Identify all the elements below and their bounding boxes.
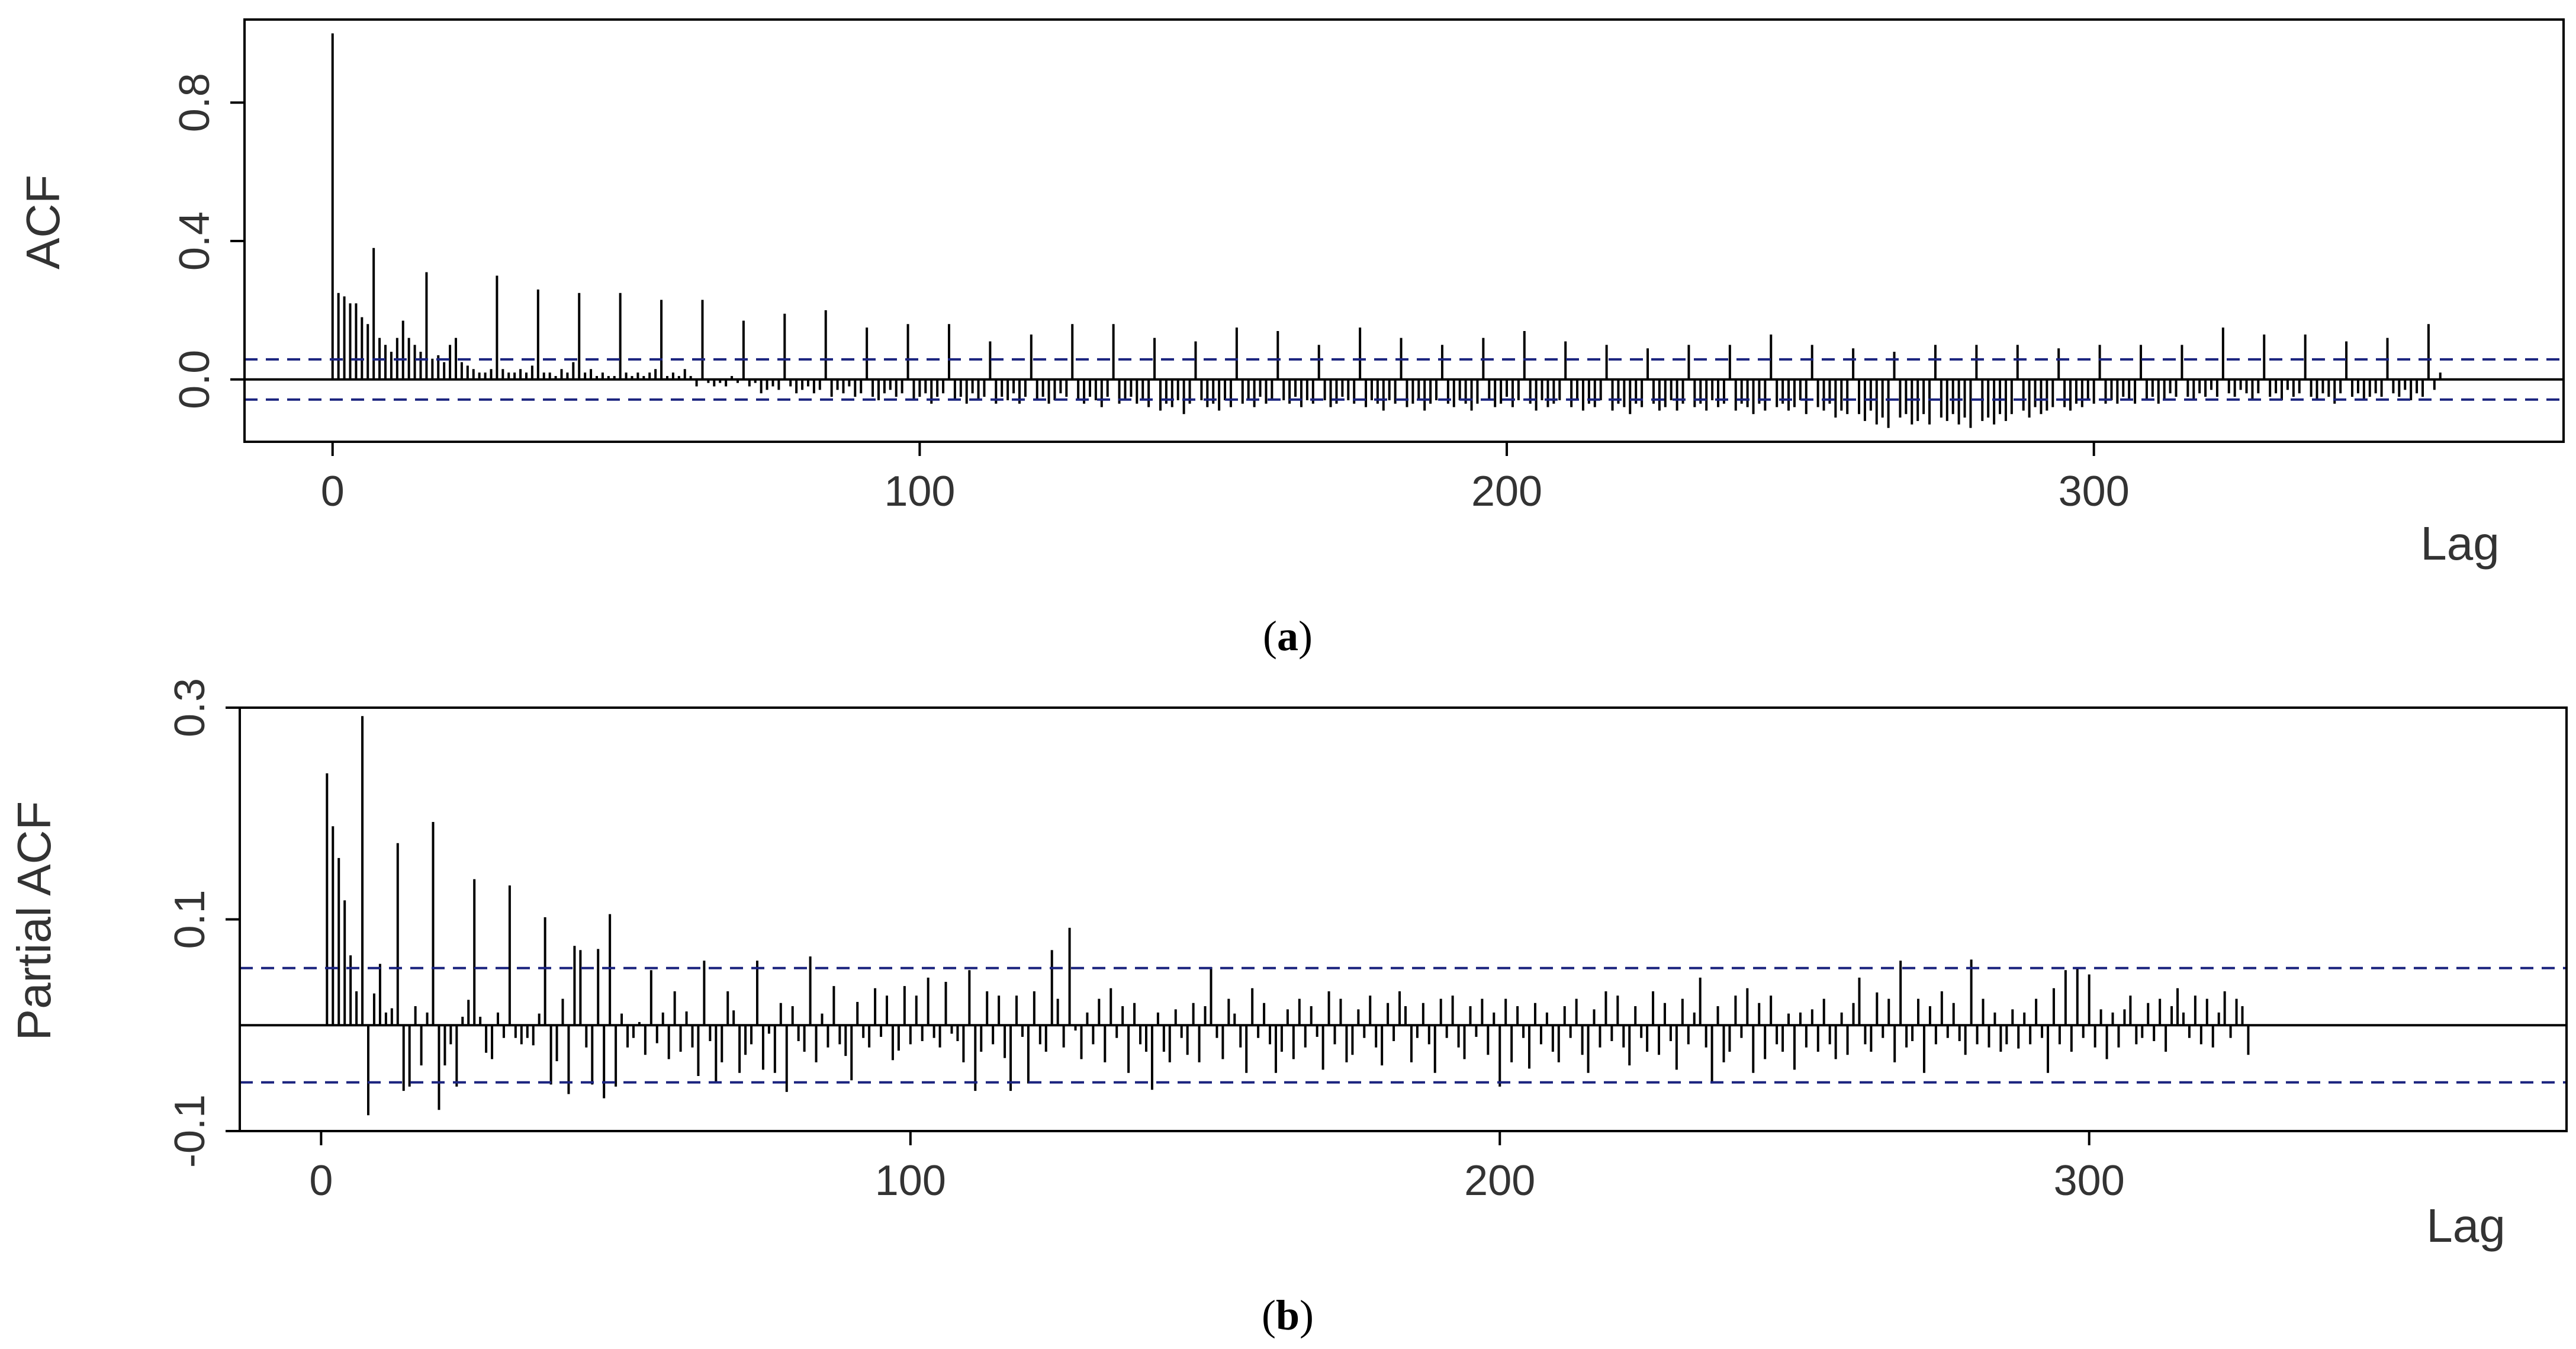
- pacf-caption: (b): [1262, 1292, 1314, 1339]
- pacf-x-tick-label: 300: [2054, 1157, 2125, 1205]
- acf-x-axis-label: Lag: [2420, 517, 2499, 570]
- pacf-x-tick-label: 0: [309, 1157, 333, 1205]
- acf-y-axis: 0.0 0.4 0.8: [171, 73, 245, 409]
- acf-y-tick-label: 0.0: [171, 350, 218, 409]
- acf-x-tick-label: 0: [321, 468, 345, 515]
- pacf-x-tick-label: 100: [875, 1157, 946, 1205]
- pacf-plot-frame: [239, 706, 2568, 1132]
- acf-x-tick-label: 200: [1471, 468, 1542, 515]
- pacf-x-axis: 0 100 200 300: [309, 1131, 2125, 1205]
- acf-x-tick-label: 100: [884, 468, 955, 515]
- pacf-bars: [326, 716, 2250, 1116]
- acf-x-axis: 0 100 200 300: [321, 442, 2130, 515]
- pacf-x-tick-label: 200: [1464, 1157, 1535, 1205]
- pacf-y-tick-label: 0.1: [166, 889, 214, 949]
- acf-x-tick-label: 300: [2059, 468, 2130, 515]
- acf-y-tick-label: 0.8: [171, 73, 218, 132]
- acf-y-axis-label: ACF: [17, 175, 69, 269]
- pacf-y-axis: -0.1 0.1 0.3: [166, 678, 240, 1168]
- acf-panel: 0 100 200 300 0.0 0.4 0.8 Lag ACF (a): [17, 18, 2565, 660]
- acf-caption: (a): [1263, 612, 1313, 660]
- pacf-y-tick-label: -0.1: [166, 1094, 214, 1168]
- pacf-y-axis-label: Partial ACF: [8, 801, 60, 1041]
- acf-bars: [331, 33, 2442, 428]
- pacf-y-tick-label: 0.3: [166, 678, 214, 737]
- acf-plot-frame: [243, 18, 2565, 443]
- acf-y-tick-label: 0.4: [171, 211, 218, 271]
- pacf-panel: 0 100 200 300 -0.1 0.1 0.3 Lag Partial ACF (b…: [8, 678, 2568, 1339]
- pacf-x-axis-label: Lag: [2426, 1199, 2505, 1252]
